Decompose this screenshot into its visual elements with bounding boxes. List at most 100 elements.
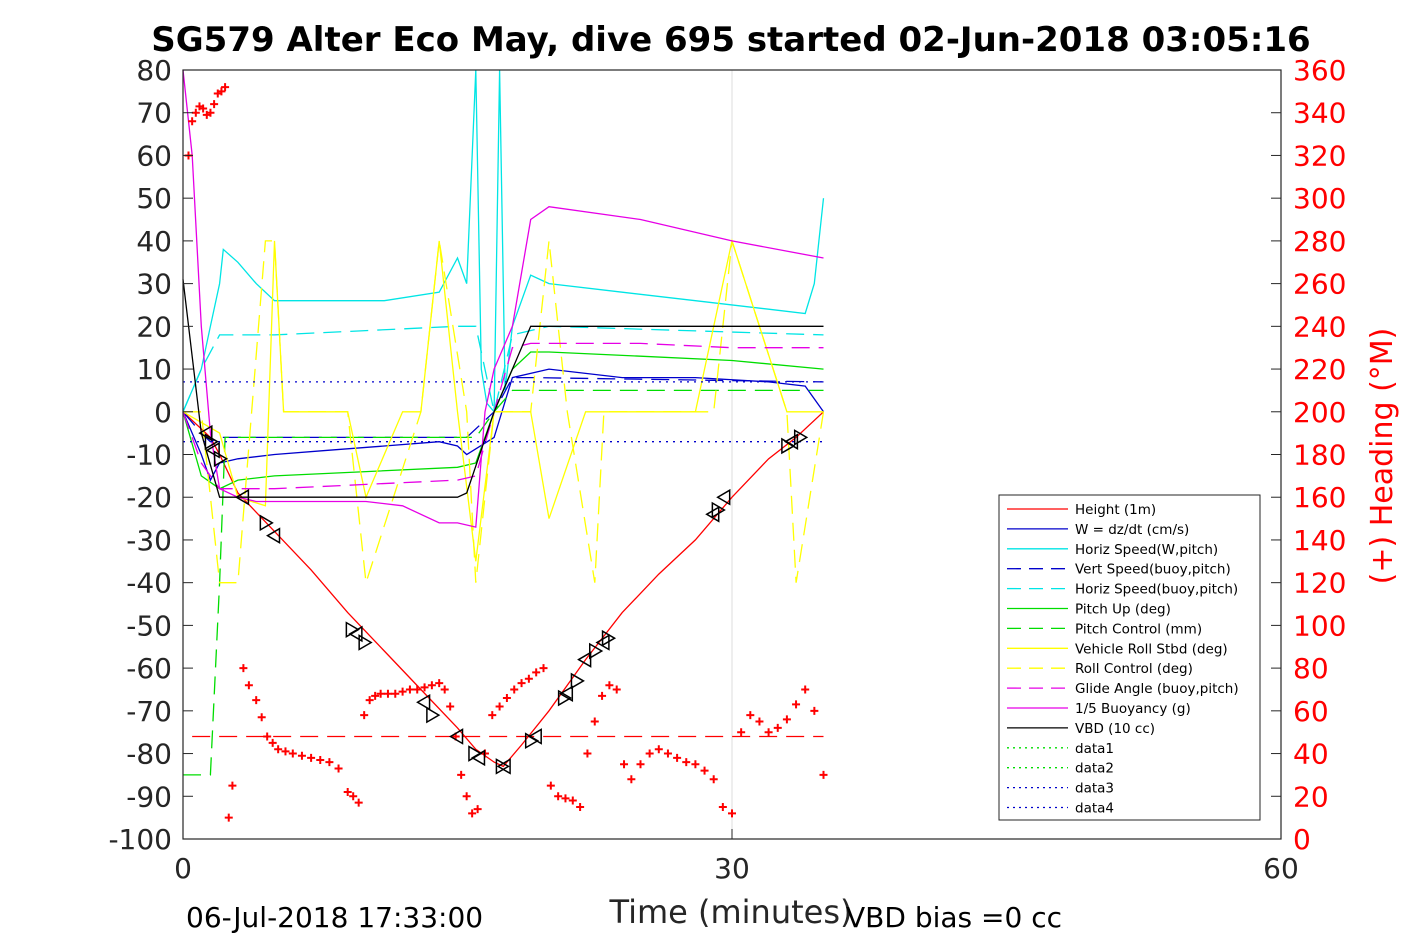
heading-point (244, 681, 253, 690)
triangle-marker (496, 758, 511, 775)
heading-point (539, 664, 548, 673)
heading-point (252, 696, 261, 705)
heading-point (620, 760, 629, 769)
heading-point (682, 758, 691, 767)
legend-entry: Horiz Speed(W,pitch) (1075, 542, 1218, 558)
heading-point (605, 681, 614, 690)
triangle-marker (716, 488, 731, 506)
series-line (182, 69, 824, 528)
heading-point (435, 679, 444, 688)
chart-title: SG579 Alter Eco May, dive 695 started 02… (151, 20, 1310, 60)
heading-point (663, 749, 672, 758)
y-right-tick-label: 340 (1293, 97, 1346, 130)
triangle-marker (213, 450, 229, 468)
heading-point (365, 696, 374, 705)
legend-entry: Horiz Speed(buoy,pitch) (1075, 582, 1238, 598)
triangle-marker (783, 433, 799, 450)
triangle-marker (204, 433, 219, 450)
heading-point (764, 728, 773, 737)
heading-point (654, 745, 663, 754)
timestamp-annotation: 06-Jul-2018 17:33:00 (186, 901, 483, 934)
series-line (183, 240, 825, 584)
y-tick-label: -100 (108, 823, 172, 856)
legend: Height (1m) W = dz/dt (cm/s) Horiz Speed(W… (998, 494, 1261, 821)
triangle-marker (470, 749, 486, 767)
y-tick-label: -30 (126, 524, 172, 557)
heading-point (612, 685, 621, 694)
y-tick-label: -80 (126, 738, 172, 771)
y-tick-label: -40 (126, 567, 172, 600)
x-axis-label: Time (minutes) (609, 893, 853, 931)
heading-point (773, 723, 782, 732)
x-tick-label: 30 (714, 852, 750, 885)
heading-point (199, 104, 208, 113)
x-tick-label: 60 (1263, 852, 1299, 885)
heading-point (561, 794, 570, 803)
y-right-tick-label: 220 (1293, 353, 1346, 386)
series-line (183, 389, 824, 776)
heading-point (488, 711, 497, 720)
marker-layer (198, 424, 809, 775)
heading-point (510, 685, 519, 694)
heading-point (354, 798, 363, 807)
heading-point (349, 792, 358, 801)
heading-point (257, 713, 266, 722)
left-y-axis: 80 70 60 50 40 30 20 10 0 -10 -20 -30 -40 -50 -60 -70 -8… (108, 54, 193, 856)
heading-point (446, 702, 455, 711)
triangle-marker (266, 527, 281, 544)
heading-point (782, 715, 791, 724)
heading-point (297, 751, 306, 760)
triangle-marker (793, 429, 809, 446)
triangle-marker (234, 488, 250, 506)
heading-point (307, 753, 316, 762)
heading-point (819, 770, 828, 779)
heading-point (636, 760, 645, 769)
legend-entry: data2 (1075, 761, 1114, 777)
legend-entry: Vehicle Roll Stbd (deg) (1075, 641, 1228, 657)
triangle-marker (601, 629, 617, 647)
y-tick-label: -50 (126, 609, 172, 642)
heading-point (206, 108, 215, 117)
heading-point (532, 668, 541, 677)
heading-point (700, 766, 709, 775)
y-tick-label: 80 (136, 54, 172, 87)
y-tick-label: 10 (136, 353, 172, 386)
heading-point (316, 755, 325, 764)
triangle-marker (577, 651, 592, 668)
triangle-marker (711, 501, 726, 519)
heading-point (398, 687, 407, 696)
heading-point (502, 694, 511, 703)
y-right-tick-label: 300 (1293, 182, 1346, 215)
triangle-marker (527, 728, 542, 745)
heading-point (383, 689, 392, 698)
heading-point (274, 745, 283, 754)
heading-point (598, 691, 607, 700)
legend-entry: Pitch Up (deg) (1075, 602, 1171, 618)
heading-point (576, 802, 585, 811)
heading-point (746, 711, 755, 720)
heading-point (468, 809, 477, 818)
heading-point (239, 664, 248, 673)
heading-point (709, 775, 718, 784)
heading-point (691, 760, 700, 769)
heading-point (210, 100, 219, 109)
y-right-tick-label: 260 (1293, 268, 1346, 301)
heading-point (281, 747, 290, 756)
triangle-marker (259, 514, 274, 532)
y-tick-label: 30 (136, 268, 172, 301)
triangle-marker (358, 634, 373, 651)
y-right-tick-label: 200 (1293, 396, 1346, 429)
y-right-tick-label: 360 (1293, 54, 1346, 87)
x-axis: 0 30 60 (174, 829, 1299, 885)
triangle-marker (570, 672, 585, 690)
heading-point (568, 796, 577, 805)
y-axis-right-label: (+) Heading (°M) (1365, 328, 1400, 585)
y-tick-label: -60 (126, 652, 172, 685)
series-line (182, 351, 824, 490)
heading-point (737, 728, 746, 737)
heading-point (718, 802, 727, 811)
heading-point (810, 706, 819, 715)
y-right-tick-label: 0 (1293, 823, 1311, 856)
heading-point (405, 685, 414, 694)
